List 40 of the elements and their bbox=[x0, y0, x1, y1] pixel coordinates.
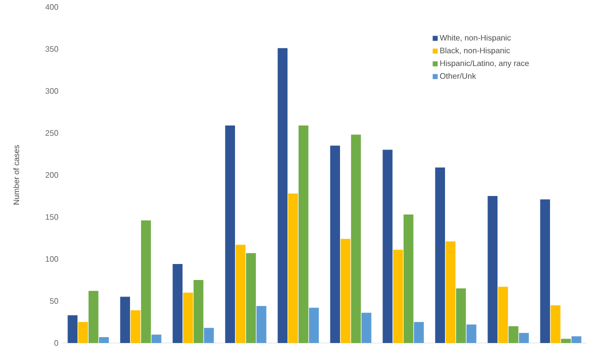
bar bbox=[130, 310, 140, 343]
bar bbox=[98, 337, 109, 343]
bar bbox=[330, 146, 340, 343]
bar bbox=[120, 296, 130, 343]
bar bbox=[382, 150, 393, 343]
bar bbox=[88, 290, 98, 343]
bar bbox=[78, 322, 88, 343]
bar bbox=[518, 332, 529, 343]
bar bbox=[172, 264, 183, 343]
bar bbox=[298, 125, 308, 343]
bar bbox=[393, 250, 403, 343]
bar bbox=[351, 134, 361, 343]
bar bbox=[456, 288, 466, 343]
bar bbox=[488, 196, 498, 343]
bar bbox=[466, 324, 476, 343]
bar bbox=[246, 253, 256, 343]
bar bbox=[361, 312, 372, 343]
bar bbox=[435, 167, 446, 343]
bar bbox=[225, 125, 236, 343]
bar bbox=[561, 338, 571, 343]
bar bbox=[550, 305, 560, 343]
bar bbox=[151, 334, 162, 343]
bar bbox=[308, 308, 319, 343]
bar bbox=[183, 292, 193, 343]
bar bbox=[446, 241, 456, 343]
bar bbox=[414, 322, 424, 343]
bar bbox=[194, 280, 204, 343]
bar bbox=[508, 326, 518, 343]
bar bbox=[278, 48, 288, 343]
bar bbox=[68, 315, 78, 343]
bar bbox=[540, 199, 550, 343]
bar bbox=[141, 220, 151, 343]
bar bbox=[404, 214, 414, 343]
bar bbox=[288, 193, 298, 343]
bar bbox=[498, 286, 508, 343]
bar bbox=[204, 328, 214, 343]
bar bbox=[340, 238, 350, 343]
bar bbox=[571, 336, 582, 343]
bar bbox=[236, 244, 246, 343]
bar bbox=[256, 306, 266, 343]
